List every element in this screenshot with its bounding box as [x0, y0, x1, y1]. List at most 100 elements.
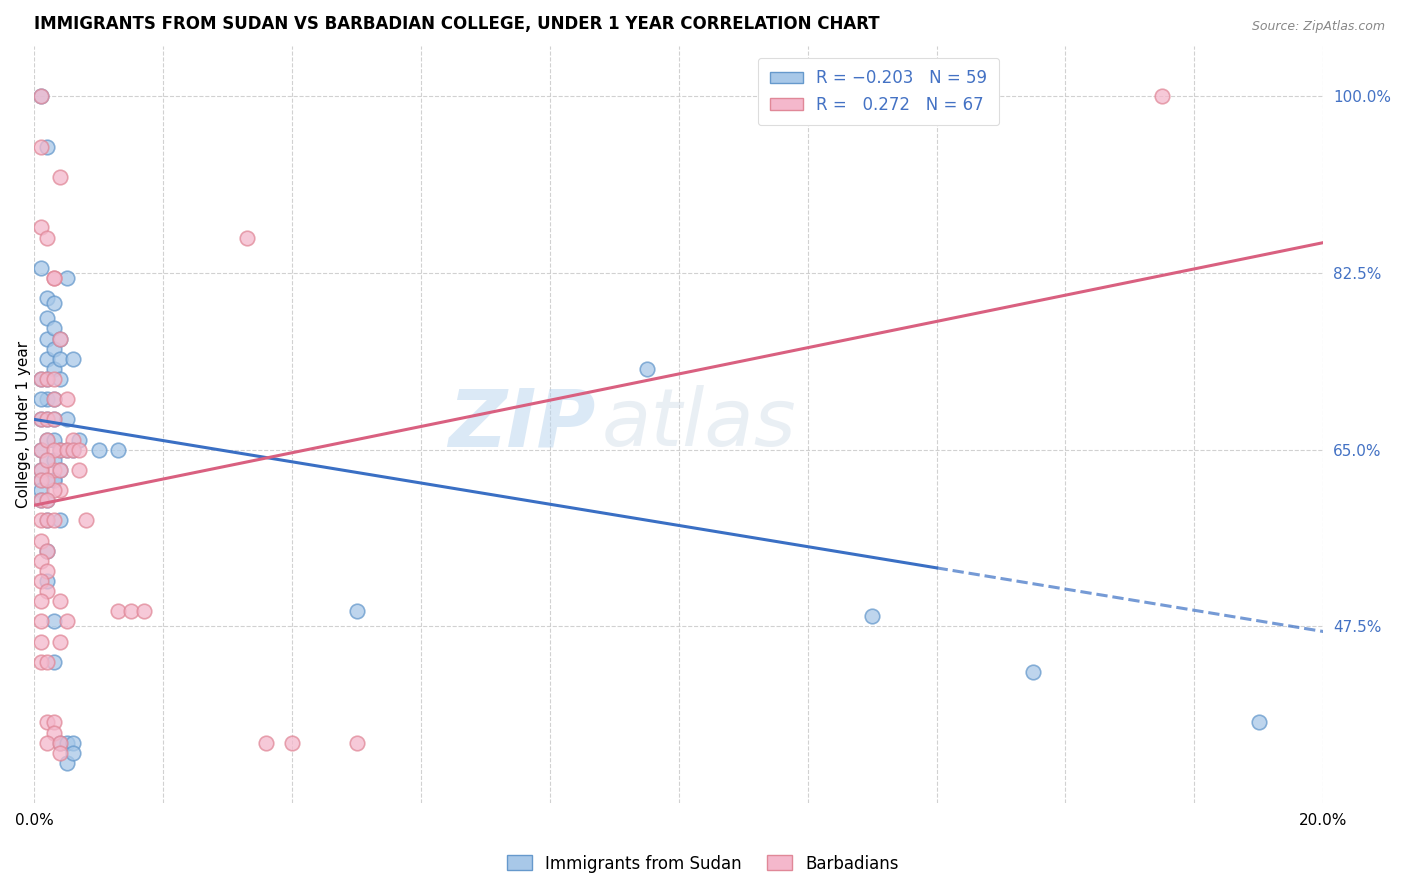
Point	[42, 342, 65, 356]
Point	[42, 321, 65, 335]
Point	[30, 412, 52, 426]
Point	[49, 736, 72, 750]
Point	[42, 392, 65, 407]
Point	[30, 220, 52, 235]
Point	[30, 139, 52, 153]
Point	[37, 433, 59, 447]
Point	[42, 715, 65, 730]
Point	[49, 463, 72, 477]
Point	[42, 655, 65, 669]
Point	[49, 351, 72, 366]
Point	[30, 594, 52, 608]
Point	[42, 513, 65, 527]
Point	[42, 473, 65, 487]
Point	[30, 260, 52, 275]
Point	[30, 463, 52, 477]
Point	[37, 230, 59, 244]
Point	[1152, 89, 1174, 103]
Point	[49, 736, 72, 750]
Point	[860, 609, 883, 624]
Point	[55, 442, 77, 457]
Point	[42, 372, 65, 386]
Point	[120, 604, 142, 618]
Point	[30, 372, 52, 386]
Point	[55, 392, 77, 407]
Point	[37, 311, 59, 326]
Point	[37, 655, 59, 669]
Point	[30, 89, 52, 103]
Point	[1022, 665, 1045, 679]
Point	[55, 271, 77, 285]
Point	[49, 372, 72, 386]
Point	[42, 452, 65, 467]
Point	[30, 483, 52, 497]
Point	[49, 746, 72, 760]
Point	[37, 493, 59, 508]
Point	[30, 463, 52, 477]
Point	[30, 554, 52, 568]
Point	[49, 463, 72, 477]
Point	[62, 746, 84, 760]
Point	[37, 715, 59, 730]
Point	[87, 442, 110, 457]
Text: atlas: atlas	[602, 385, 796, 464]
Point	[42, 392, 65, 407]
Point	[49, 483, 72, 497]
Point	[69, 463, 91, 477]
Y-axis label: College, Under 1 year: College, Under 1 year	[15, 341, 31, 508]
Point	[30, 392, 52, 407]
Point	[37, 543, 59, 558]
Point	[55, 615, 77, 629]
Point	[62, 433, 84, 447]
Point	[30, 493, 52, 508]
Text: Source: ZipAtlas.com: Source: ZipAtlas.com	[1251, 20, 1385, 33]
Point	[55, 412, 77, 426]
Point	[42, 362, 65, 376]
Point	[62, 442, 84, 457]
Point	[42, 412, 65, 426]
Point	[107, 442, 129, 457]
Point	[107, 604, 129, 618]
Point	[37, 412, 59, 426]
Point	[62, 736, 84, 750]
Point	[42, 296, 65, 310]
Point	[37, 584, 59, 599]
Point	[37, 139, 59, 153]
Point	[30, 533, 52, 548]
Point	[49, 442, 72, 457]
Point	[42, 463, 65, 477]
Point	[49, 332, 72, 346]
Point	[37, 452, 59, 467]
Point	[42, 271, 65, 285]
Point	[30, 615, 52, 629]
Point	[37, 392, 59, 407]
Point	[55, 756, 77, 770]
Point	[37, 412, 59, 426]
Point	[30, 412, 52, 426]
Point	[30, 372, 52, 386]
Point	[42, 433, 65, 447]
Point	[37, 372, 59, 386]
Point	[42, 442, 65, 457]
Point	[49, 169, 72, 184]
Point	[75, 513, 97, 527]
Point	[42, 271, 65, 285]
Point	[37, 513, 59, 527]
Point	[49, 442, 72, 457]
Point	[42, 725, 65, 739]
Point	[30, 655, 52, 669]
Point	[37, 452, 59, 467]
Point	[30, 442, 52, 457]
Point	[37, 351, 59, 366]
Point	[49, 332, 72, 346]
Point	[37, 736, 59, 750]
Legend: Immigrants from Sudan, Barbadians: Immigrants from Sudan, Barbadians	[501, 848, 905, 880]
Point	[37, 543, 59, 558]
Point	[636, 362, 658, 376]
Point	[37, 513, 59, 527]
Point	[132, 604, 155, 618]
Point	[281, 736, 304, 750]
Point	[55, 736, 77, 750]
Point	[42, 473, 65, 487]
Point	[37, 291, 59, 305]
